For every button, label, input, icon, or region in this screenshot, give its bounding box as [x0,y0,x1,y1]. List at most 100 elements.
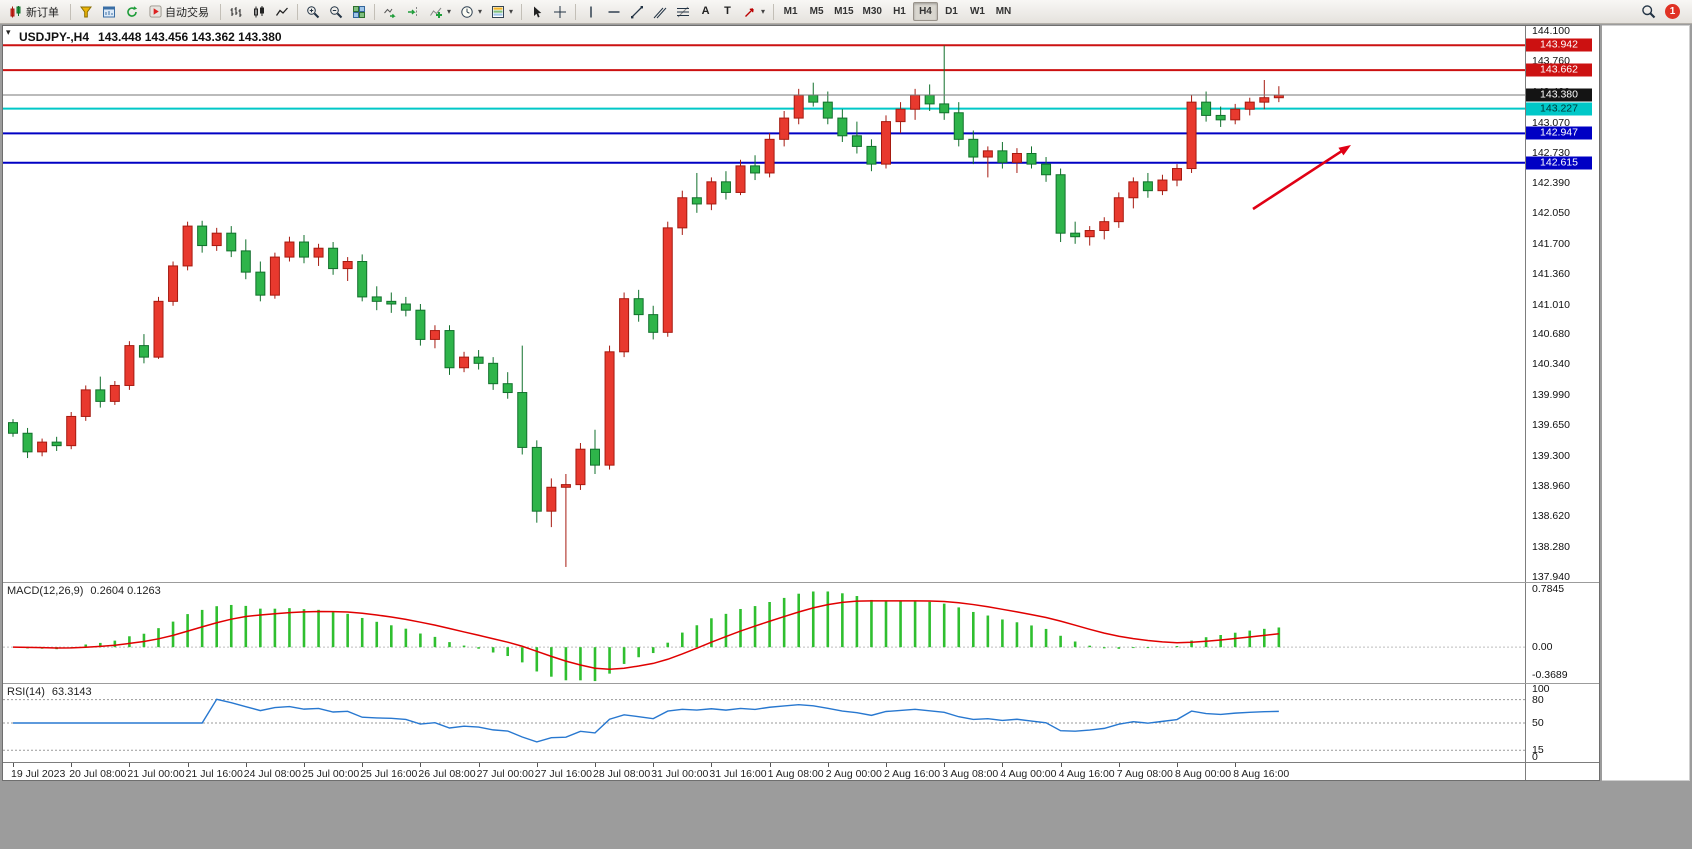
workspace-empty-area [1602,25,1690,781]
timeframe-m30-button[interactable]: M30 [862,6,882,17]
arrows-tool-button[interactable]: ▾ [739,2,769,21]
time-axis-tick [1002,763,1004,767]
refresh-button[interactable] [121,2,143,21]
notification-badge[interactable]: 1 [1665,4,1680,19]
time-axis-tick [478,763,480,767]
current-price-badge: 143.380 [1526,88,1592,102]
time-axis-label: 4 Aug 16:00 [1058,768,1115,780]
chart-line-button[interactable] [271,2,293,21]
funnel-button[interactable] [75,2,97,21]
timeframe-w1-button[interactable]: W1 [969,6,985,17]
auto-scroll-button[interactable] [379,2,401,21]
label-tool-button[interactable]: T [717,2,738,21]
macd-axis-label: -0.3689 [1532,668,1568,681]
new-order-button[interactable]: 新订单 [4,2,66,21]
dropdown-caret-icon: ▾ [447,7,452,16]
time-axis-tick [536,763,538,767]
label-t-icon: T [724,5,731,17]
macd-axis[interactable]: 0.7845 0.00 -0.3689 [1525,583,1599,683]
macd-values: 0.2604 0.1263 [90,585,161,597]
time-axis-tick [944,763,946,767]
price-chart-plot[interactable]: ▾ USDJPY-,H4 143.448 143.456 143.362 143… [3,26,1525,582]
macd-axis-label: 0.00 [1532,641,1553,654]
arrow-shape-icon [745,7,754,17]
hline-price-badge: 142.615 [1526,156,1592,170]
templates-button[interactable]: ▾ [487,2,517,21]
chart-ohlc-values: 143.448 143.456 143.362 143.380 [98,30,282,44]
time-axis-label: 21 Jul 00:00 [127,768,185,780]
rsi-pane[interactable]: RSI(14) 63.3143 [3,684,1525,762]
timeframe-mn-button[interactable]: MN [995,6,1012,17]
timeframe-m5-button[interactable]: M5 [809,6,824,17]
bar-chart-icon [230,6,242,17]
text-tool-button[interactable]: A [695,2,716,21]
time-axis-label: 24 Jul 08:00 [243,768,302,780]
zoom-out-icon [330,5,343,18]
hline-price-badge: 142.947 [1526,126,1592,140]
workspace: ▾ USDJPY-,H4 143.448 143.456 143.362 143… [0,24,1692,849]
toolbar-divider [521,3,523,20]
price-axis[interactable]: 144.100143.760143.420143.070142.730142.3… [1525,25,1599,583]
macd-axis-label: 0.7845 [1532,583,1565,595]
price-axis-label: 138.280 [1532,540,1570,553]
indicators-icon [430,7,442,18]
price-axis-label: 143.070 [1532,116,1570,129]
toolbar-divider [220,3,221,20]
tile-windows-button[interactable] [348,2,370,21]
timeframe-m1-button[interactable]: M1 [783,6,798,17]
cursor-button[interactable] [526,2,548,21]
hline-price-badge: 143.227 [1526,102,1592,116]
crosshair-button[interactable] [549,2,571,21]
zoom-out-button[interactable] [325,2,347,21]
time-axis-tick [653,763,655,767]
search-button[interactable] [1637,2,1660,21]
chart-window: ▾ USDJPY-,H4 143.448 143.456 143.362 143… [2,25,1600,781]
chart-candles-button[interactable] [248,2,270,21]
timeframe-h1-button[interactable]: H1 [893,6,906,17]
macd-pane[interactable]: MACD(12,26,9) 0.2604 0.1263 [3,583,1525,683]
macd-canvas[interactable] [3,583,1525,683]
pane-separator[interactable] [3,582,1599,583]
zoom-in-button[interactable] [302,2,324,21]
channel-icon [653,7,667,18]
vertical-line-icon [590,6,592,17]
pane-separator[interactable] [3,683,1599,684]
one-click-trading-expander[interactable]: ▾ [6,27,11,37]
candlestick-canvas[interactable] [3,26,1525,582]
fibonacci-tool-button[interactable] [672,2,694,21]
price-axis-label: 141.360 [1532,267,1570,280]
text-a-icon: A [701,5,710,17]
time-axis-label: 25 Jul 16:00 [360,768,418,780]
chart-shift-icon [408,6,417,17]
price-axis-label: 140.680 [1532,328,1570,341]
profile-button[interactable] [98,2,120,21]
toolbar-divider [70,3,71,20]
rsi-value: 63.3143 [51,686,92,698]
auto-trading-icon [149,5,162,18]
time-axis-tick [362,763,364,767]
chart-bars-button[interactable] [225,2,247,21]
price-axis-label: 139.990 [1532,389,1570,402]
tile-windows-icon [353,5,365,18]
chart-shift-button[interactable] [402,2,424,21]
toolbar-divider [773,3,775,20]
time-axis-tick [1060,763,1062,767]
periods-button[interactable]: ▾ [456,2,486,21]
timeframe-m15-button[interactable]: M15 [834,6,854,17]
trendline-tool-button[interactable] [626,2,648,21]
rsi-axis-label: 80 [1532,693,1544,706]
timeframe-h4-button[interactable]: H4 [912,2,938,21]
rsi-canvas[interactable] [3,684,1525,762]
time-axis-label: 8 Aug 16:00 [1233,768,1290,780]
channel-tool-button[interactable] [649,2,671,21]
time-axis-label: 31 Jul 16:00 [709,768,767,780]
timeframe-d1-button[interactable]: D1 [945,6,958,17]
time-axis[interactable]: 19 Jul 2023 20 Jul 08:00 21 Jul 00:00 21 Ju… [3,762,1525,780]
price-axis-label: 142.050 [1532,206,1570,219]
auto-trading-button[interactable]: 自动交易 [144,2,216,21]
rsi-axis[interactable]: 100 80 50 15 0 [1525,683,1599,763]
horizontal-line-tool-button[interactable] [603,2,625,21]
vertical-line-tool-button[interactable] [580,2,602,21]
indicators-button[interactable]: ▾ [425,2,455,21]
main-toolbar: 新订单 自动交易 [0,0,1692,24]
